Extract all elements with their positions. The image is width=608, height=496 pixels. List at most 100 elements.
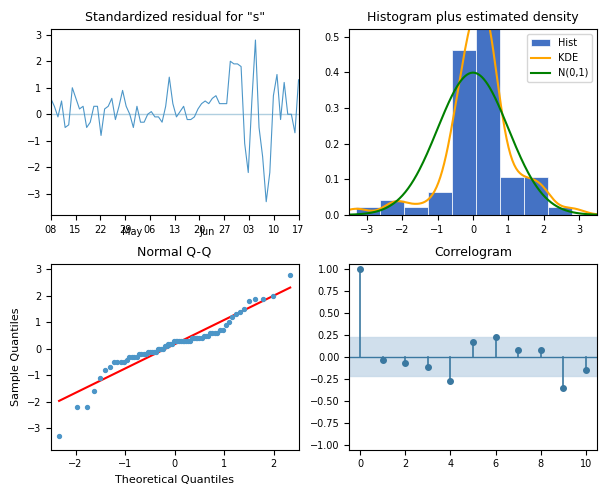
- Point: [224, 318, 233, 326]
- Point: [116, 358, 125, 366]
- KDE: [329, 211, 336, 217]
- Bar: [476, 0, 500, 215]
- Point: [244, 297, 254, 305]
- Point: [158, 345, 168, 353]
- N(0,1): [469, 69, 476, 75]
- KDE: [328, 211, 335, 217]
- Point: [167, 340, 177, 348]
- N(0,1): [328, 212, 335, 218]
- KDE: [477, 0, 484, 4]
- Point: [145, 348, 154, 356]
- Point: [89, 387, 99, 395]
- Point: [164, 340, 173, 348]
- Point: [196, 334, 206, 342]
- Point: [174, 337, 184, 345]
- Y-axis label: Sample Quantiles: Sample Quantiles: [11, 308, 21, 406]
- Text: Jun: Jun: [199, 227, 215, 237]
- Point: [178, 337, 187, 345]
- Title: Normal Q-Q: Normal Q-Q: [137, 246, 212, 259]
- KDE: [496, 96, 503, 102]
- Point: [165, 340, 175, 348]
- Point: [231, 310, 241, 318]
- Bar: [524, 178, 548, 215]
- Point: [199, 332, 209, 340]
- N(0,1): [586, 211, 593, 217]
- Point: [258, 295, 268, 303]
- Point: [206, 329, 215, 337]
- Title: Histogram plus estimated density: Histogram plus estimated density: [367, 11, 579, 24]
- Title: Standardized residual for "s": Standardized residual for "s": [85, 11, 264, 24]
- Point: [154, 345, 164, 353]
- N(0,1): [567, 209, 575, 215]
- Point: [187, 334, 196, 342]
- Point: [179, 337, 189, 345]
- N(0,1): [496, 106, 503, 112]
- Point: [215, 326, 225, 334]
- Point: [171, 337, 181, 345]
- Point: [72, 403, 81, 411]
- Point: [201, 332, 210, 340]
- N(0,1): [329, 212, 336, 218]
- Point: [137, 350, 147, 358]
- Point: [143, 348, 153, 356]
- Point: [153, 345, 162, 353]
- Bar: [356, 207, 380, 215]
- Point: [95, 374, 105, 382]
- Point: [141, 350, 151, 358]
- Bar: [404, 207, 428, 215]
- Title: Correlogram: Correlogram: [434, 246, 512, 259]
- Bar: [500, 178, 524, 215]
- Point: [227, 313, 237, 321]
- Legend: Hist, KDE, N(0,1): Hist, KDE, N(0,1): [527, 34, 592, 82]
- Point: [183, 337, 193, 345]
- Point: [285, 271, 295, 279]
- N(0,1): [497, 108, 505, 114]
- Point: [221, 321, 230, 329]
- Point: [134, 350, 144, 358]
- N(0,1): [502, 119, 510, 125]
- Point: [105, 364, 114, 372]
- Point: [156, 345, 166, 353]
- Point: [176, 337, 185, 345]
- Point: [151, 348, 161, 356]
- Text: May: May: [122, 227, 143, 237]
- Point: [82, 403, 92, 411]
- Line: KDE: KDE: [331, 1, 608, 215]
- Bar: [380, 200, 404, 215]
- Bar: [548, 207, 572, 215]
- Point: [191, 334, 201, 342]
- Point: [132, 353, 142, 361]
- Point: [130, 353, 139, 361]
- KDE: [497, 102, 505, 108]
- Point: [119, 358, 128, 366]
- Point: [235, 308, 244, 316]
- Point: [218, 326, 227, 334]
- Point: [147, 348, 157, 356]
- Bar: [452, 50, 476, 215]
- Point: [127, 353, 137, 361]
- Point: [210, 329, 219, 337]
- Point: [125, 353, 134, 361]
- X-axis label: Theoretical Quantiles: Theoretical Quantiles: [115, 475, 234, 485]
- Point: [162, 342, 171, 350]
- Point: [195, 334, 204, 342]
- Point: [122, 356, 131, 364]
- Bar: [428, 192, 452, 215]
- Point: [109, 358, 119, 366]
- Point: [212, 329, 222, 337]
- Point: [181, 337, 191, 345]
- Point: [207, 329, 217, 337]
- Point: [112, 358, 122, 366]
- Point: [193, 334, 202, 342]
- KDE: [586, 210, 593, 216]
- Point: [188, 334, 198, 342]
- KDE: [502, 131, 510, 137]
- Point: [203, 332, 213, 340]
- Point: [185, 337, 195, 345]
- Point: [173, 337, 182, 345]
- KDE: [567, 205, 575, 211]
- Line: N(0,1): N(0,1): [331, 72, 608, 215]
- Point: [239, 305, 249, 313]
- Point: [268, 292, 278, 300]
- Point: [54, 433, 64, 440]
